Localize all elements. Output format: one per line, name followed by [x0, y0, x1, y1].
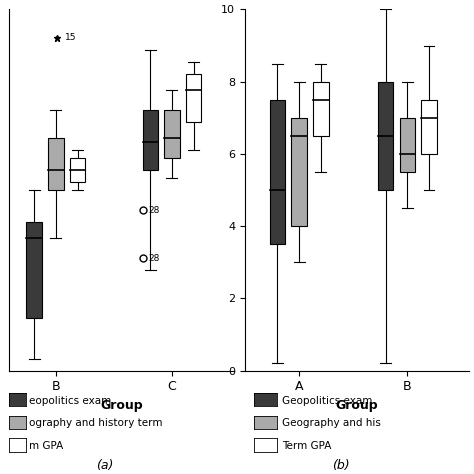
Text: ography and history term: ography and history term: [29, 418, 163, 428]
X-axis label: Group: Group: [336, 399, 378, 412]
Text: 28: 28: [149, 254, 160, 263]
Text: (a): (a): [96, 459, 113, 472]
Bar: [143, 110, 158, 170]
Text: eopolitics exam: eopolitics exam: [29, 395, 112, 406]
Bar: [48, 138, 64, 190]
Bar: [313, 82, 328, 136]
Text: m GPA: m GPA: [29, 441, 64, 451]
Bar: [186, 73, 201, 122]
Bar: [270, 100, 285, 244]
Bar: [164, 110, 180, 158]
Bar: [378, 82, 393, 190]
Bar: [70, 158, 85, 182]
Bar: [292, 118, 307, 226]
Text: Geography and his: Geography and his: [282, 418, 381, 428]
Bar: [27, 222, 42, 319]
Text: 15: 15: [65, 33, 77, 42]
Bar: [421, 100, 437, 154]
Text: Term GPA: Term GPA: [282, 441, 331, 451]
Bar: [400, 118, 415, 172]
Text: (b): (b): [332, 459, 350, 472]
Text: 28: 28: [149, 206, 160, 215]
Text: Geopolitics exam: Geopolitics exam: [282, 395, 373, 406]
X-axis label: Group: Group: [100, 399, 143, 412]
